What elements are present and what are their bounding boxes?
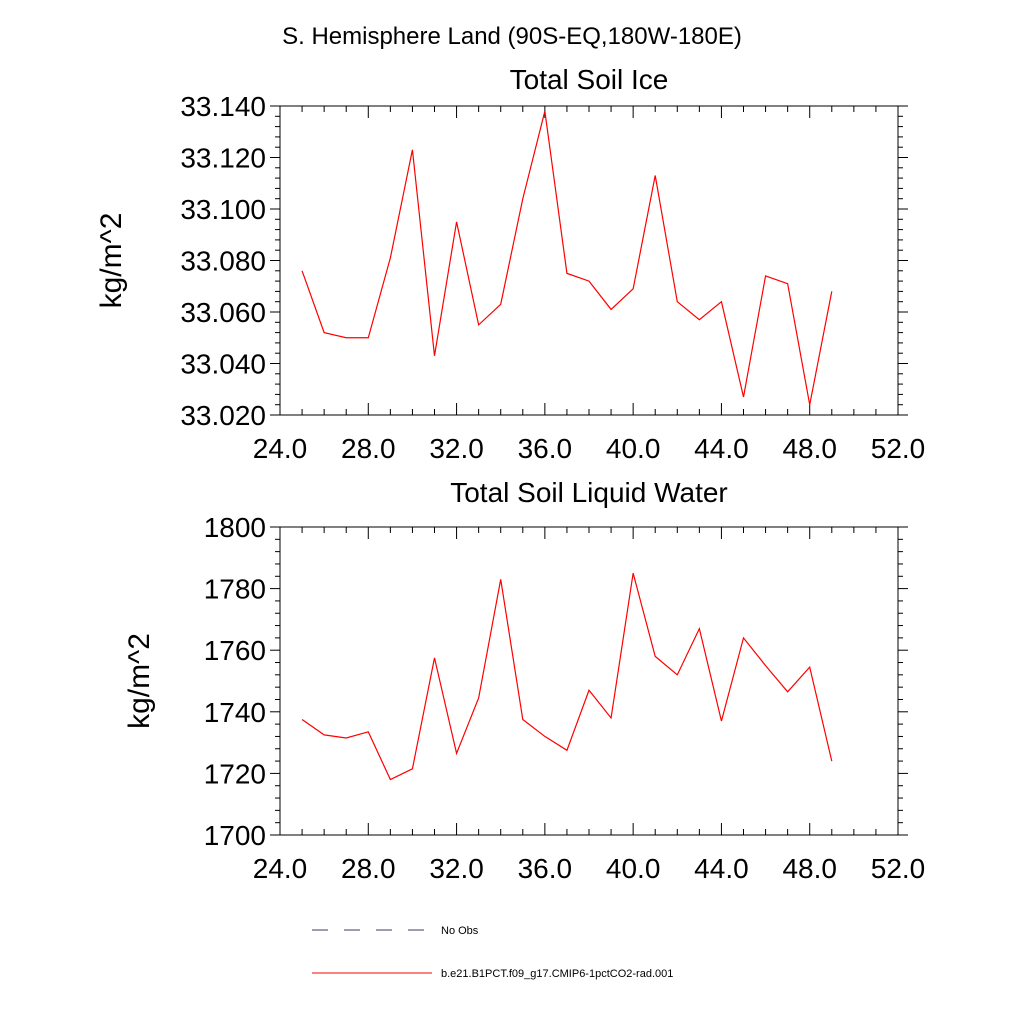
- y-tick-label: 33.060: [180, 297, 266, 328]
- y-axis-label: kg/m^2: [95, 213, 128, 309]
- x-tick-label: 48.0: [782, 433, 837, 464]
- legend: No Obs b.e21.B1PCT.f09_g17.CMIP6-1pctCO2-…: [312, 925, 673, 980]
- chart-title: Total Soil Liquid Water: [450, 477, 728, 508]
- x-tick-label: 24.0: [253, 853, 308, 884]
- chart-panel-1: Total Soil Ice 24.0 28.0 32.0 36.0 40.0 44.0 48…: [95, 64, 925, 464]
- series-group: [301, 111, 833, 405]
- x-tick-label: 52.0: [871, 433, 926, 464]
- y-axis-label: kg/m^2: [123, 633, 156, 729]
- x-tick-label: 52.0: [871, 853, 926, 884]
- y-tick-label: 1740: [204, 697, 266, 728]
- series-line: [301, 111, 833, 405]
- x-tick-label: 40.0: [606, 433, 661, 464]
- legend-label: b.e21.B1PCT.f09_g17.CMIP6-1pctCO2-rad.00…: [441, 968, 673, 980]
- x-tick-label: 44.0: [694, 853, 749, 884]
- chart-title: Total Soil Ice: [510, 64, 669, 95]
- y-tick-label: 33.100: [180, 194, 266, 225]
- y-tick-label: 33.120: [180, 143, 266, 174]
- y-tick-label: 1780: [204, 574, 266, 605]
- y-tick-label: 1760: [204, 635, 266, 666]
- x-tick-label: 36.0: [518, 853, 573, 884]
- x-tick-label: 28.0: [341, 433, 396, 464]
- y-tick-label: 33.020: [180, 400, 266, 431]
- y-tick-label: 33.080: [180, 246, 266, 277]
- x-tick-label: 32.0: [429, 853, 484, 884]
- legend-entry: No Obs: [312, 925, 479, 937]
- plot-frame: [279, 105, 899, 416]
- x-tick-label: 48.0: [782, 853, 837, 884]
- legend-entry: b.e21.B1PCT.f09_g17.CMIP6-1pctCO2-rad.00…: [312, 968, 673, 980]
- x-tick-label: 32.0: [429, 433, 484, 464]
- y-tick-label: 33.140: [180, 91, 266, 122]
- y-tick-label: 1800: [204, 512, 266, 543]
- y-tick-label: 1720: [204, 758, 266, 789]
- x-tick-label: 44.0: [694, 433, 749, 464]
- x-tick-label: 24.0: [253, 433, 308, 464]
- x-tick-label: 28.0: [341, 853, 396, 884]
- chart-panel-2: Total Soil Liquid Water 24.0 28.0 32.0 36.0 4…: [123, 477, 925, 884]
- x-tick-label: 36.0: [518, 433, 573, 464]
- chart-panels: Total Soil Ice 24.0 28.0 32.0 36.0 40.0 44.0 48…: [95, 64, 925, 884]
- y-tick-label: 33.040: [180, 349, 266, 380]
- x-tick-label: 40.0: [606, 853, 661, 884]
- series-group: [301, 573, 833, 781]
- y-tick-label: 1700: [204, 820, 266, 851]
- page-title: S. Hemisphere Land (90S-EQ,180W-180E): [282, 23, 742, 50]
- plot-frame: [279, 526, 899, 836]
- series-line: [301, 573, 833, 781]
- legend-label: No Obs: [441, 925, 479, 937]
